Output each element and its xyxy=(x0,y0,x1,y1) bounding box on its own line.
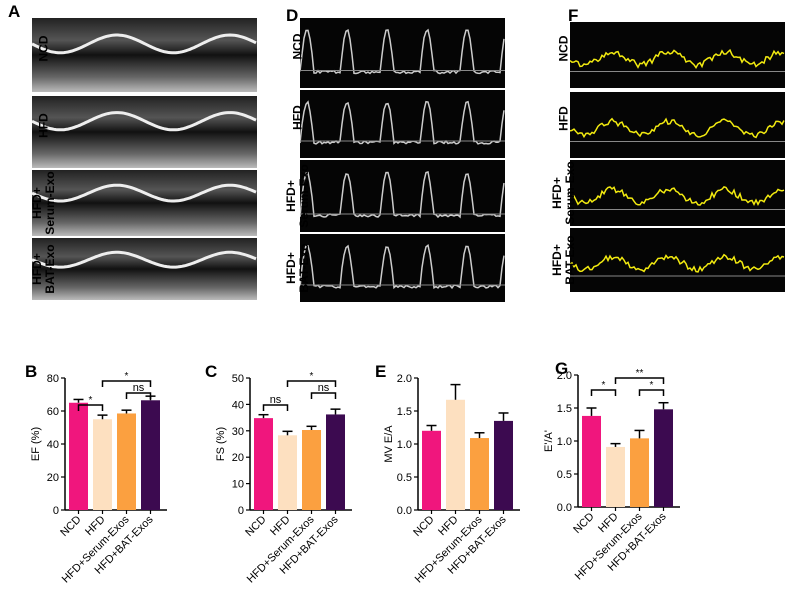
bar-ncd xyxy=(422,431,441,510)
bar-hfd xyxy=(93,419,112,510)
bar-ncd xyxy=(69,403,88,510)
x-tick-label: NCD xyxy=(571,511,596,536)
bar-hfd xyxy=(278,435,297,510)
significance-label: * xyxy=(310,371,314,382)
significance-label: * xyxy=(125,371,129,382)
y-tick-label: 1.0 xyxy=(557,436,572,448)
y-tick-label: 80 xyxy=(47,373,59,385)
y-tick-label: 1.0 xyxy=(397,439,412,451)
y-tick-label: 0.0 xyxy=(557,502,572,514)
significance-label: ns xyxy=(270,394,282,406)
y-tick-label: 50 xyxy=(232,373,244,385)
y-tick-label: 0 xyxy=(238,505,244,517)
bar-hfd-serum-exos xyxy=(470,438,489,510)
bar-hfd-serum-exos xyxy=(302,430,321,510)
significance-label: ns xyxy=(133,382,145,394)
panel-label-c: C xyxy=(205,362,217,381)
y-tick-label: 0.5 xyxy=(397,472,412,484)
panel-label-e: E xyxy=(375,362,386,381)
y-tick-label: 40 xyxy=(47,439,59,451)
significance-label: * xyxy=(602,380,606,391)
y-tick-label: 0 xyxy=(53,505,59,517)
significance-label: * xyxy=(650,380,654,391)
y-axis-label: FS (%) xyxy=(215,427,227,461)
y-tick-label: 20 xyxy=(232,452,244,464)
x-tick-label: NCD xyxy=(243,514,268,539)
x-tick-label: NCD xyxy=(411,514,436,539)
significance-label: * xyxy=(89,395,93,406)
bar-hfd-bat-exos xyxy=(326,414,345,510)
bar-charts: B020406080EF (%)NCD HFDHFD+Serum-ExosHFD+… xyxy=(0,0,791,603)
y-tick-label: 1.5 xyxy=(397,406,412,418)
bar-hfd xyxy=(606,447,625,507)
panel-label-b: B xyxy=(25,362,37,381)
y-tick-label: 0.0 xyxy=(397,505,412,517)
bar-ncd xyxy=(254,418,273,510)
bar-hfd-serum-exos xyxy=(117,413,136,510)
significance-label: ns xyxy=(318,382,330,394)
y-tick-label: 10 xyxy=(232,479,244,491)
bar-ncd xyxy=(582,416,601,507)
figure: A D F NCD HFD HFD+ Serum-Exo HFD+ BAT-Exo NC… xyxy=(0,0,791,603)
y-tick-label: 40 xyxy=(232,399,244,411)
bar-hfd-bat-exos xyxy=(654,409,673,507)
y-tick-label: 2.0 xyxy=(557,370,572,382)
y-tick-label: 1.5 xyxy=(557,403,572,415)
y-axis-label: MV E/A xyxy=(383,425,395,463)
bar-hfd-bat-exos xyxy=(141,400,160,510)
y-tick-label: 30 xyxy=(232,426,244,438)
y-tick-label: 60 xyxy=(47,406,59,418)
y-axis-label: E'/A' xyxy=(543,430,555,452)
bar-hfd xyxy=(446,400,465,510)
y-tick-label: 2.0 xyxy=(397,373,412,385)
bar-hfd-bat-exos xyxy=(494,421,513,510)
y-tick-label: 0.5 xyxy=(557,469,572,481)
x-tick-label: NCD xyxy=(58,514,83,539)
y-tick-label: 20 xyxy=(47,472,59,484)
bar-hfd-serum-exos xyxy=(630,438,649,507)
y-axis-label: EF (%) xyxy=(30,427,42,461)
significance-label: ** xyxy=(636,368,644,379)
